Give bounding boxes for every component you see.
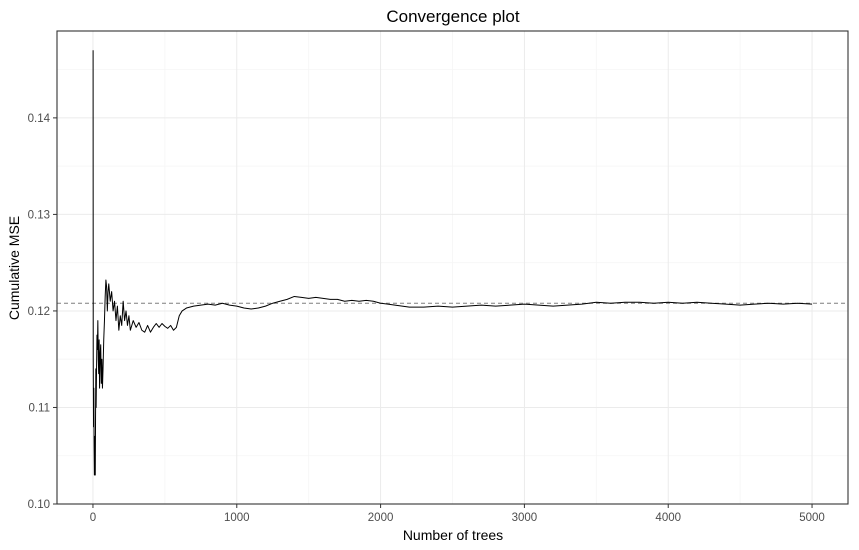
y-tick-label: 0.13 xyxy=(28,209,50,221)
axis-ticks: 0 1000 2000 3000 4000 5000 0.10 0.11 0.12 0.13 0.1… xyxy=(28,113,825,524)
x-tick-label: 0 xyxy=(90,512,96,524)
series-line-0 xyxy=(92,50,813,476)
panel-border xyxy=(56,30,849,505)
y-tick-label: 0.11 xyxy=(28,402,50,414)
x-tick-label: 4000 xyxy=(655,512,681,524)
chart-title: Convergence plot xyxy=(386,7,520,26)
y-tick-label: 0.10 xyxy=(28,499,50,511)
y-axis-label: Cumulative MSE xyxy=(6,216,22,320)
x-tick-label: 3000 xyxy=(512,512,538,524)
x-tick-label: 2000 xyxy=(368,512,394,524)
y-tick-label: 0.14 xyxy=(28,113,51,125)
x-tick-label: 5000 xyxy=(799,512,825,524)
grid-lines xyxy=(57,31,848,505)
x-axis-label: Number of trees xyxy=(403,527,503,543)
x-tick-label: 1000 xyxy=(224,512,250,524)
y-tick-label: 0.12 xyxy=(28,306,50,318)
